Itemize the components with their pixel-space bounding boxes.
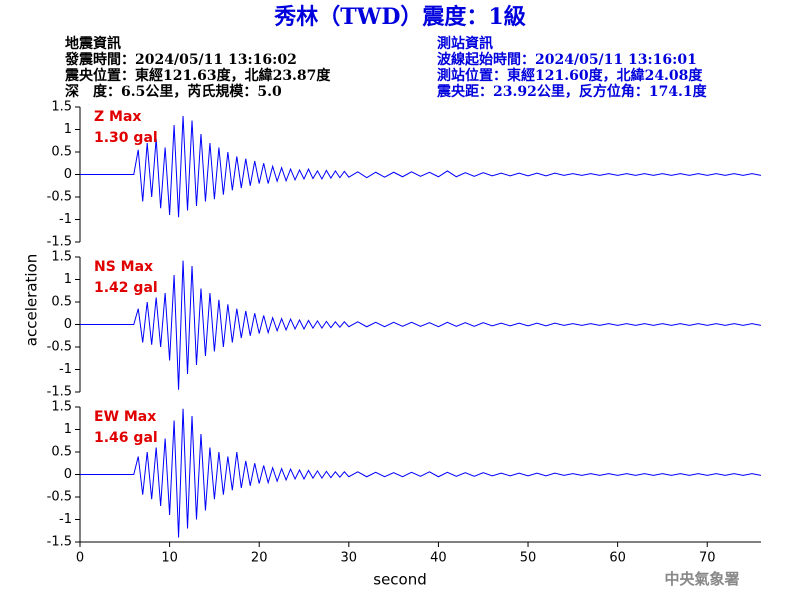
y-tick-label: -1 xyxy=(59,512,72,527)
station-info: 測站資訊 xyxy=(437,35,493,52)
y-tick-label: -1.5 xyxy=(47,535,72,550)
y-tick-label: 0.5 xyxy=(51,295,72,310)
y-tick-label: 1.5 xyxy=(51,100,72,115)
y-tick-label: -1 xyxy=(59,362,72,377)
y-tick-label: -0.5 xyxy=(47,340,72,355)
y-tick-label: 0 xyxy=(64,167,72,182)
event-info: 震央位置：東經121.63度，北緯23.87度 xyxy=(64,67,331,84)
event-info: 深 度：6.5公里，芮氏規模：5.0 xyxy=(65,83,282,100)
x-tick-label: 60 xyxy=(609,551,626,566)
y-tick-label: 0.5 xyxy=(51,145,72,160)
y-tick-label: 1 xyxy=(64,272,72,287)
y-tick-label: 1 xyxy=(64,422,72,437)
x-tick-label: 30 xyxy=(341,551,358,566)
waveform xyxy=(80,408,762,538)
x-tick-label: 70 xyxy=(699,551,716,566)
max-annotation: 1.46 gal xyxy=(94,430,158,446)
y-tick-label: -1 xyxy=(59,212,72,227)
station-info: 震央距：23.92公里，反方位角：174.1度 xyxy=(436,83,708,100)
max-annotation: EW Max xyxy=(94,409,156,425)
x-tick-label: 50 xyxy=(520,551,537,566)
max-annotation: Z Max xyxy=(94,109,141,125)
station-info: 波線起始時間：2024/05/11 13:16:01 xyxy=(437,51,697,68)
waveform xyxy=(80,260,762,390)
x-tick-label: 10 xyxy=(161,551,178,566)
chart-title: 秀林（TWD）震度：1級 xyxy=(273,4,525,30)
x-tick-label: 40 xyxy=(430,551,447,566)
y-tick-label: 1 xyxy=(64,122,72,137)
waveform xyxy=(80,115,762,218)
x-tick-label: 0 xyxy=(76,551,84,566)
footer: 中央氣象署 xyxy=(664,570,739,588)
y-tick-label: 1.5 xyxy=(51,400,72,415)
y-tick-label: -1.5 xyxy=(47,235,72,250)
y-tick-label: 0 xyxy=(64,467,72,482)
max-annotation: 1.30 gal xyxy=(94,130,158,146)
max-annotation: NS Max xyxy=(94,259,153,275)
max-annotation: 1.42 gal xyxy=(94,280,158,296)
y-tick-label: 1.5 xyxy=(51,250,72,265)
y-tick-label: 0.5 xyxy=(51,445,72,460)
y-tick-label: -1.5 xyxy=(47,385,72,400)
y-tick-label: -0.5 xyxy=(47,490,72,505)
y-axis-label: acceleration xyxy=(23,254,41,346)
y-tick-label: -0.5 xyxy=(47,190,72,205)
event-info: 發震時間：2024/05/11 13:16:02 xyxy=(64,51,297,68)
x-tick-label: 20 xyxy=(251,551,268,566)
x-axis-label: second xyxy=(373,571,427,589)
station-info: 測站位置：東經121.60度，北緯24.08度 xyxy=(437,67,703,84)
event-info: 地震資訊 xyxy=(65,35,121,52)
y-tick-label: 0 xyxy=(64,317,72,332)
